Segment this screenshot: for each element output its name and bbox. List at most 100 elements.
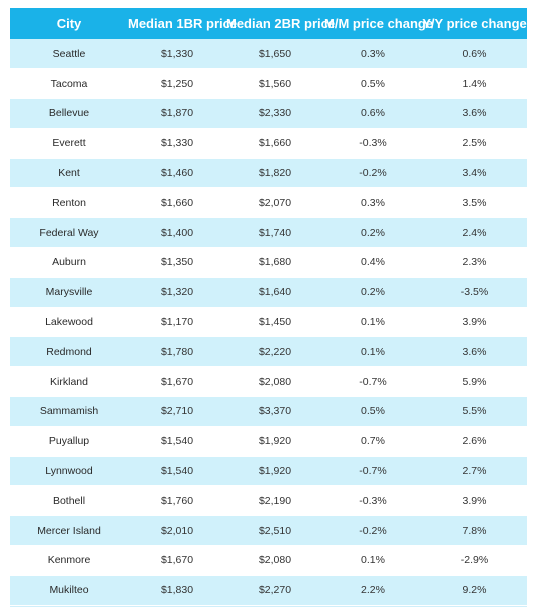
cell-city: Marysville: [45, 286, 93, 299]
cell-median-1br-price: $1,830: [160, 584, 194, 597]
cell-median-1br-price: $1,350: [160, 256, 194, 269]
cell-yy-price-change: 5.9%: [462, 375, 487, 388]
cell-median-2br-price: $1,680: [258, 256, 292, 269]
cell-city: Puyallup: [48, 435, 90, 448]
cell-mm-price-change: -0.2%: [359, 524, 387, 537]
cell-mm-price-change: 0.4%: [361, 256, 385, 269]
cell-mm-price-change: -0.2%: [359, 167, 387, 180]
cell-mm-price-change: -0.3%: [359, 494, 387, 507]
cell-city: Auburn: [52, 256, 86, 269]
cell-yy-price-change: 5.5%: [462, 405, 487, 418]
cell-city: Redmond: [46, 345, 92, 358]
cell-median-1br-price: $1,250: [160, 77, 194, 90]
cell-median-2br-price: $1,650: [258, 47, 292, 60]
cell-city: Bothell: [52, 494, 86, 507]
cell-median-2br-price: $2,330: [258, 107, 292, 120]
header-city: City: [56, 16, 82, 31]
cell-median-1br-price: $1,540: [160, 435, 194, 448]
table-row: Bothell $1,760 $2,190 -0.3% 3.9%: [10, 485, 527, 516]
cell-median-1br-price: $1,400: [160, 226, 194, 239]
cell-mm-price-change: 0.5%: [361, 405, 385, 418]
cell-city: Lynnwood: [45, 465, 93, 478]
cell-mm-price-change: 0.1%: [361, 554, 385, 567]
table-row: Kirkland $1,670 $2,080 -0.7% 5.9%: [10, 366, 527, 397]
cell-median-2br-price: $1,920: [258, 435, 292, 448]
table-row: Sammamish $2,710 $3,370 0.5% 5.5%: [10, 396, 527, 427]
cell-median-2br-price: $1,740: [258, 226, 292, 239]
cell-median-2br-price: $2,510: [258, 524, 292, 537]
cell-mm-price-change: 0.2%: [361, 226, 385, 239]
cell-yy-price-change: 9.2%: [462, 584, 487, 597]
cell-yy-price-change: 3.6%: [462, 107, 487, 120]
table-row: Seattle $1,330 $1,650 0.3% 0.6%: [10, 39, 527, 69]
cell-city: Bellevue: [48, 107, 90, 120]
cell-city: Kenmore: [47, 554, 91, 567]
cell-yy-price-change: 2.4%: [462, 226, 487, 239]
table-row: Marysville $1,320 $1,640 0.2% -3.5%: [10, 277, 527, 308]
cell-mm-price-change: 0.7%: [361, 435, 385, 448]
cell-median-1br-price: $1,460: [160, 167, 194, 180]
cell-median-1br-price: $1,670: [160, 554, 194, 567]
cell-yy-price-change: 3.9%: [462, 316, 487, 329]
cell-mm-price-change: -0.3%: [359, 137, 387, 150]
header-row: City Median 1BR price Median 2BR price M…: [10, 8, 527, 39]
cell-city: Tacoma: [50, 77, 88, 90]
table-row: Everett $1,330 $1,660 -0.3% 2.5%: [10, 128, 527, 159]
cell-yy-price-change: 2.6%: [462, 435, 487, 448]
cell-median-2br-price: $1,560: [258, 77, 292, 90]
cell-median-1br-price: $1,870: [160, 107, 194, 120]
cell-median-1br-price: $1,670: [160, 375, 194, 388]
cell-city: Kent: [58, 167, 80, 180]
cell-yy-price-change: 2.7%: [462, 465, 487, 478]
cell-yy-price-change: 3.4%: [462, 167, 487, 180]
cell-median-2br-price: $2,190: [258, 494, 292, 507]
cell-yy-price-change: 3.6%: [462, 345, 487, 358]
cell-median-1br-price: $1,540: [160, 465, 194, 478]
cell-mm-price-change: 0.2%: [361, 286, 385, 299]
header-median-2br-price: Median 2BR price: [226, 16, 336, 31]
cell-median-2br-price: $3,370: [258, 405, 292, 418]
cell-mm-price-change: 0.1%: [361, 345, 385, 358]
cell-median-2br-price: $2,270: [258, 584, 292, 597]
table-row: Mukilteo $1,830 $2,270 2.2% 9.2%: [10, 575, 527, 606]
cell-median-1br-price: $1,170: [160, 316, 194, 329]
cell-yy-price-change: 7.8%: [462, 524, 487, 537]
table-row: Renton $1,660 $2,070 0.3% 3.5%: [10, 187, 527, 218]
cell-mm-price-change: 2.2%: [361, 584, 385, 597]
table-row: Kent $1,460 $1,820 -0.2% 3.4%: [10, 158, 527, 188]
cell-yy-price-change: 2.5%: [462, 137, 487, 150]
cell-median-2br-price: $2,070: [258, 196, 292, 209]
table-row: Mercer Island $2,010 $2,510 -0.2% 7.8%: [10, 515, 527, 546]
cell-yy-price-change: 3.9%: [462, 494, 487, 507]
table-body: Seattle $1,330 $1,650 0.3% 0.6% Tacoma $1,250 $…: [10, 39, 527, 606]
cell-median-1br-price: $1,760: [160, 494, 194, 507]
cell-median-2br-price: $2,080: [258, 375, 292, 388]
table-header: City Median 1BR price Median 2BR price M…: [10, 8, 527, 39]
cell-city: Everett: [52, 137, 86, 150]
cell-city: Mercer Island: [37, 524, 101, 537]
cell-median-1br-price: $1,780: [160, 345, 194, 358]
cell-mm-price-change: 0.3%: [361, 47, 385, 60]
cell-mm-price-change: 0.3%: [361, 196, 385, 209]
table-row: Lynnwood $1,540 $1,920 -0.7% 2.7%: [10, 456, 527, 486]
cell-median-2br-price: $1,640: [258, 286, 292, 299]
cell-yy-price-change: 3.5%: [462, 196, 487, 209]
table-row: Kenmore $1,670 $2,080 0.1% -2.9%: [10, 545, 527, 576]
cell-mm-price-change: -0.7%: [359, 465, 387, 478]
cell-yy-price-change: -2.9%: [460, 554, 489, 567]
cell-median-2br-price: $1,660: [258, 137, 292, 150]
cell-median-2br-price: $1,820: [258, 167, 292, 180]
rent-price-table: City Median 1BR price Median 2BR price M…: [10, 8, 527, 606]
cell-city: Renton: [52, 196, 86, 209]
cell-yy-price-change: 0.6%: [462, 47, 487, 60]
header-median-1br-price: Median 1BR price: [128, 16, 238, 31]
cell-mm-price-change: 0.5%: [361, 77, 385, 90]
cell-median-2br-price: $1,920: [258, 465, 292, 478]
cell-median-1br-price: $1,330: [160, 47, 194, 60]
cell-city: Federal Way: [39, 226, 99, 239]
table-row: Tacoma $1,250 $1,560 0.5% 1.4%: [10, 68, 527, 99]
cell-city: Mukilteo: [49, 584, 89, 597]
cell-city: Sammamish: [39, 405, 99, 418]
table-row: Federal Way $1,400 $1,740 0.2% 2.4%: [10, 217, 527, 248]
table-row: Auburn $1,350 $1,680 0.4% 2.3%: [10, 247, 527, 278]
